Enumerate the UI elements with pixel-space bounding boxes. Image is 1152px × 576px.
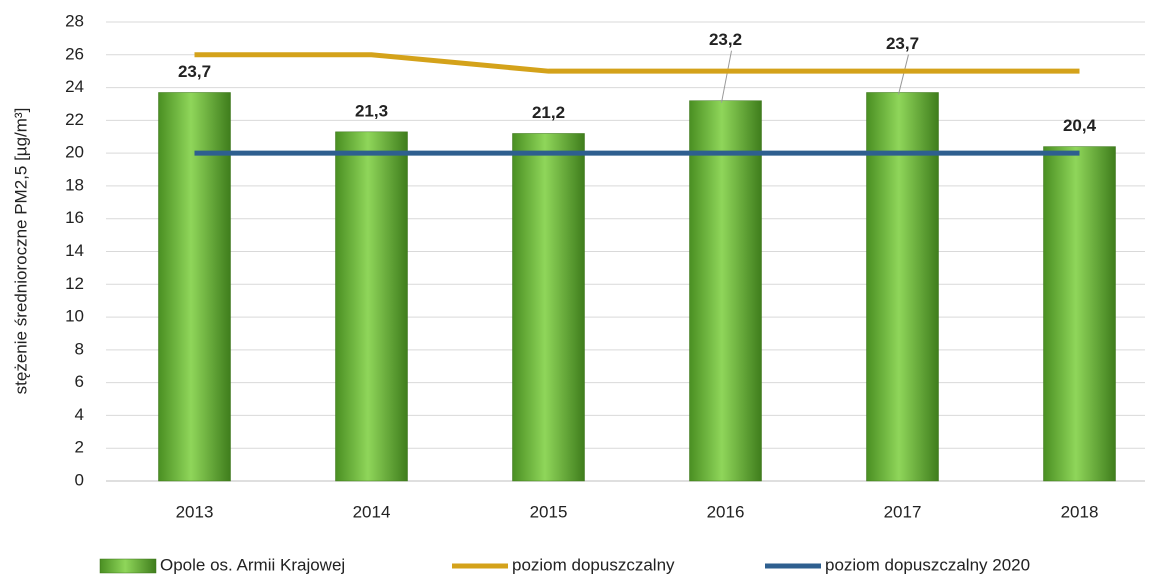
x-tick-label: 2016 bbox=[707, 502, 745, 521]
legend-label: poziom dopuszczalny bbox=[512, 555, 675, 574]
x-tick-label: 2014 bbox=[353, 502, 391, 521]
y-tick-label: 0 bbox=[75, 470, 84, 489]
data-label: 23,7 bbox=[886, 34, 919, 53]
legend-label: Opole os. Armii Krajowej bbox=[160, 555, 345, 574]
y-axis-label: stężenie średnioroczne PM2,5 [µg/m³] bbox=[11, 108, 30, 395]
y-tick-label: 6 bbox=[75, 372, 84, 391]
legend-swatch bbox=[99, 558, 157, 574]
bar bbox=[158, 92, 231, 482]
data-label: 20,4 bbox=[1063, 116, 1097, 135]
y-tick-label: 22 bbox=[65, 110, 84, 129]
bar bbox=[689, 100, 762, 482]
data-label: 23,2 bbox=[709, 30, 742, 49]
legend-label: poziom dopuszczalny 2020 bbox=[825, 555, 1030, 574]
x-tick-label: 2015 bbox=[530, 502, 568, 521]
bar bbox=[512, 133, 585, 482]
y-tick-label: 24 bbox=[65, 77, 84, 96]
bar bbox=[335, 131, 408, 482]
y-tick-label: 2 bbox=[75, 438, 84, 457]
leader-line bbox=[898, 54, 909, 95]
y-tick-label: 14 bbox=[65, 241, 84, 260]
x-tick-label: 2018 bbox=[1061, 502, 1099, 521]
data-label: 23,7 bbox=[178, 62, 211, 81]
bar bbox=[866, 92, 939, 482]
y-tick-label: 10 bbox=[65, 307, 84, 326]
y-tick-label: 26 bbox=[65, 44, 84, 63]
x-tick-label: 2017 bbox=[884, 502, 922, 521]
line bbox=[194, 52, 1080, 74]
bar bbox=[1043, 146, 1116, 482]
leader-line bbox=[721, 50, 732, 103]
y-tick-label: 8 bbox=[75, 339, 84, 358]
y-tick-label: 16 bbox=[65, 208, 84, 227]
data-label: 21,3 bbox=[355, 101, 388, 120]
y-tick-label: 28 bbox=[65, 11, 84, 30]
y-tick-label: 4 bbox=[75, 405, 84, 424]
x-tick-label: 2013 bbox=[176, 502, 214, 521]
y-tick-label: 20 bbox=[65, 143, 84, 162]
data-label: 21,2 bbox=[532, 103, 565, 122]
y-tick-label: 12 bbox=[65, 274, 84, 293]
y-tick-label: 18 bbox=[65, 175, 84, 194]
